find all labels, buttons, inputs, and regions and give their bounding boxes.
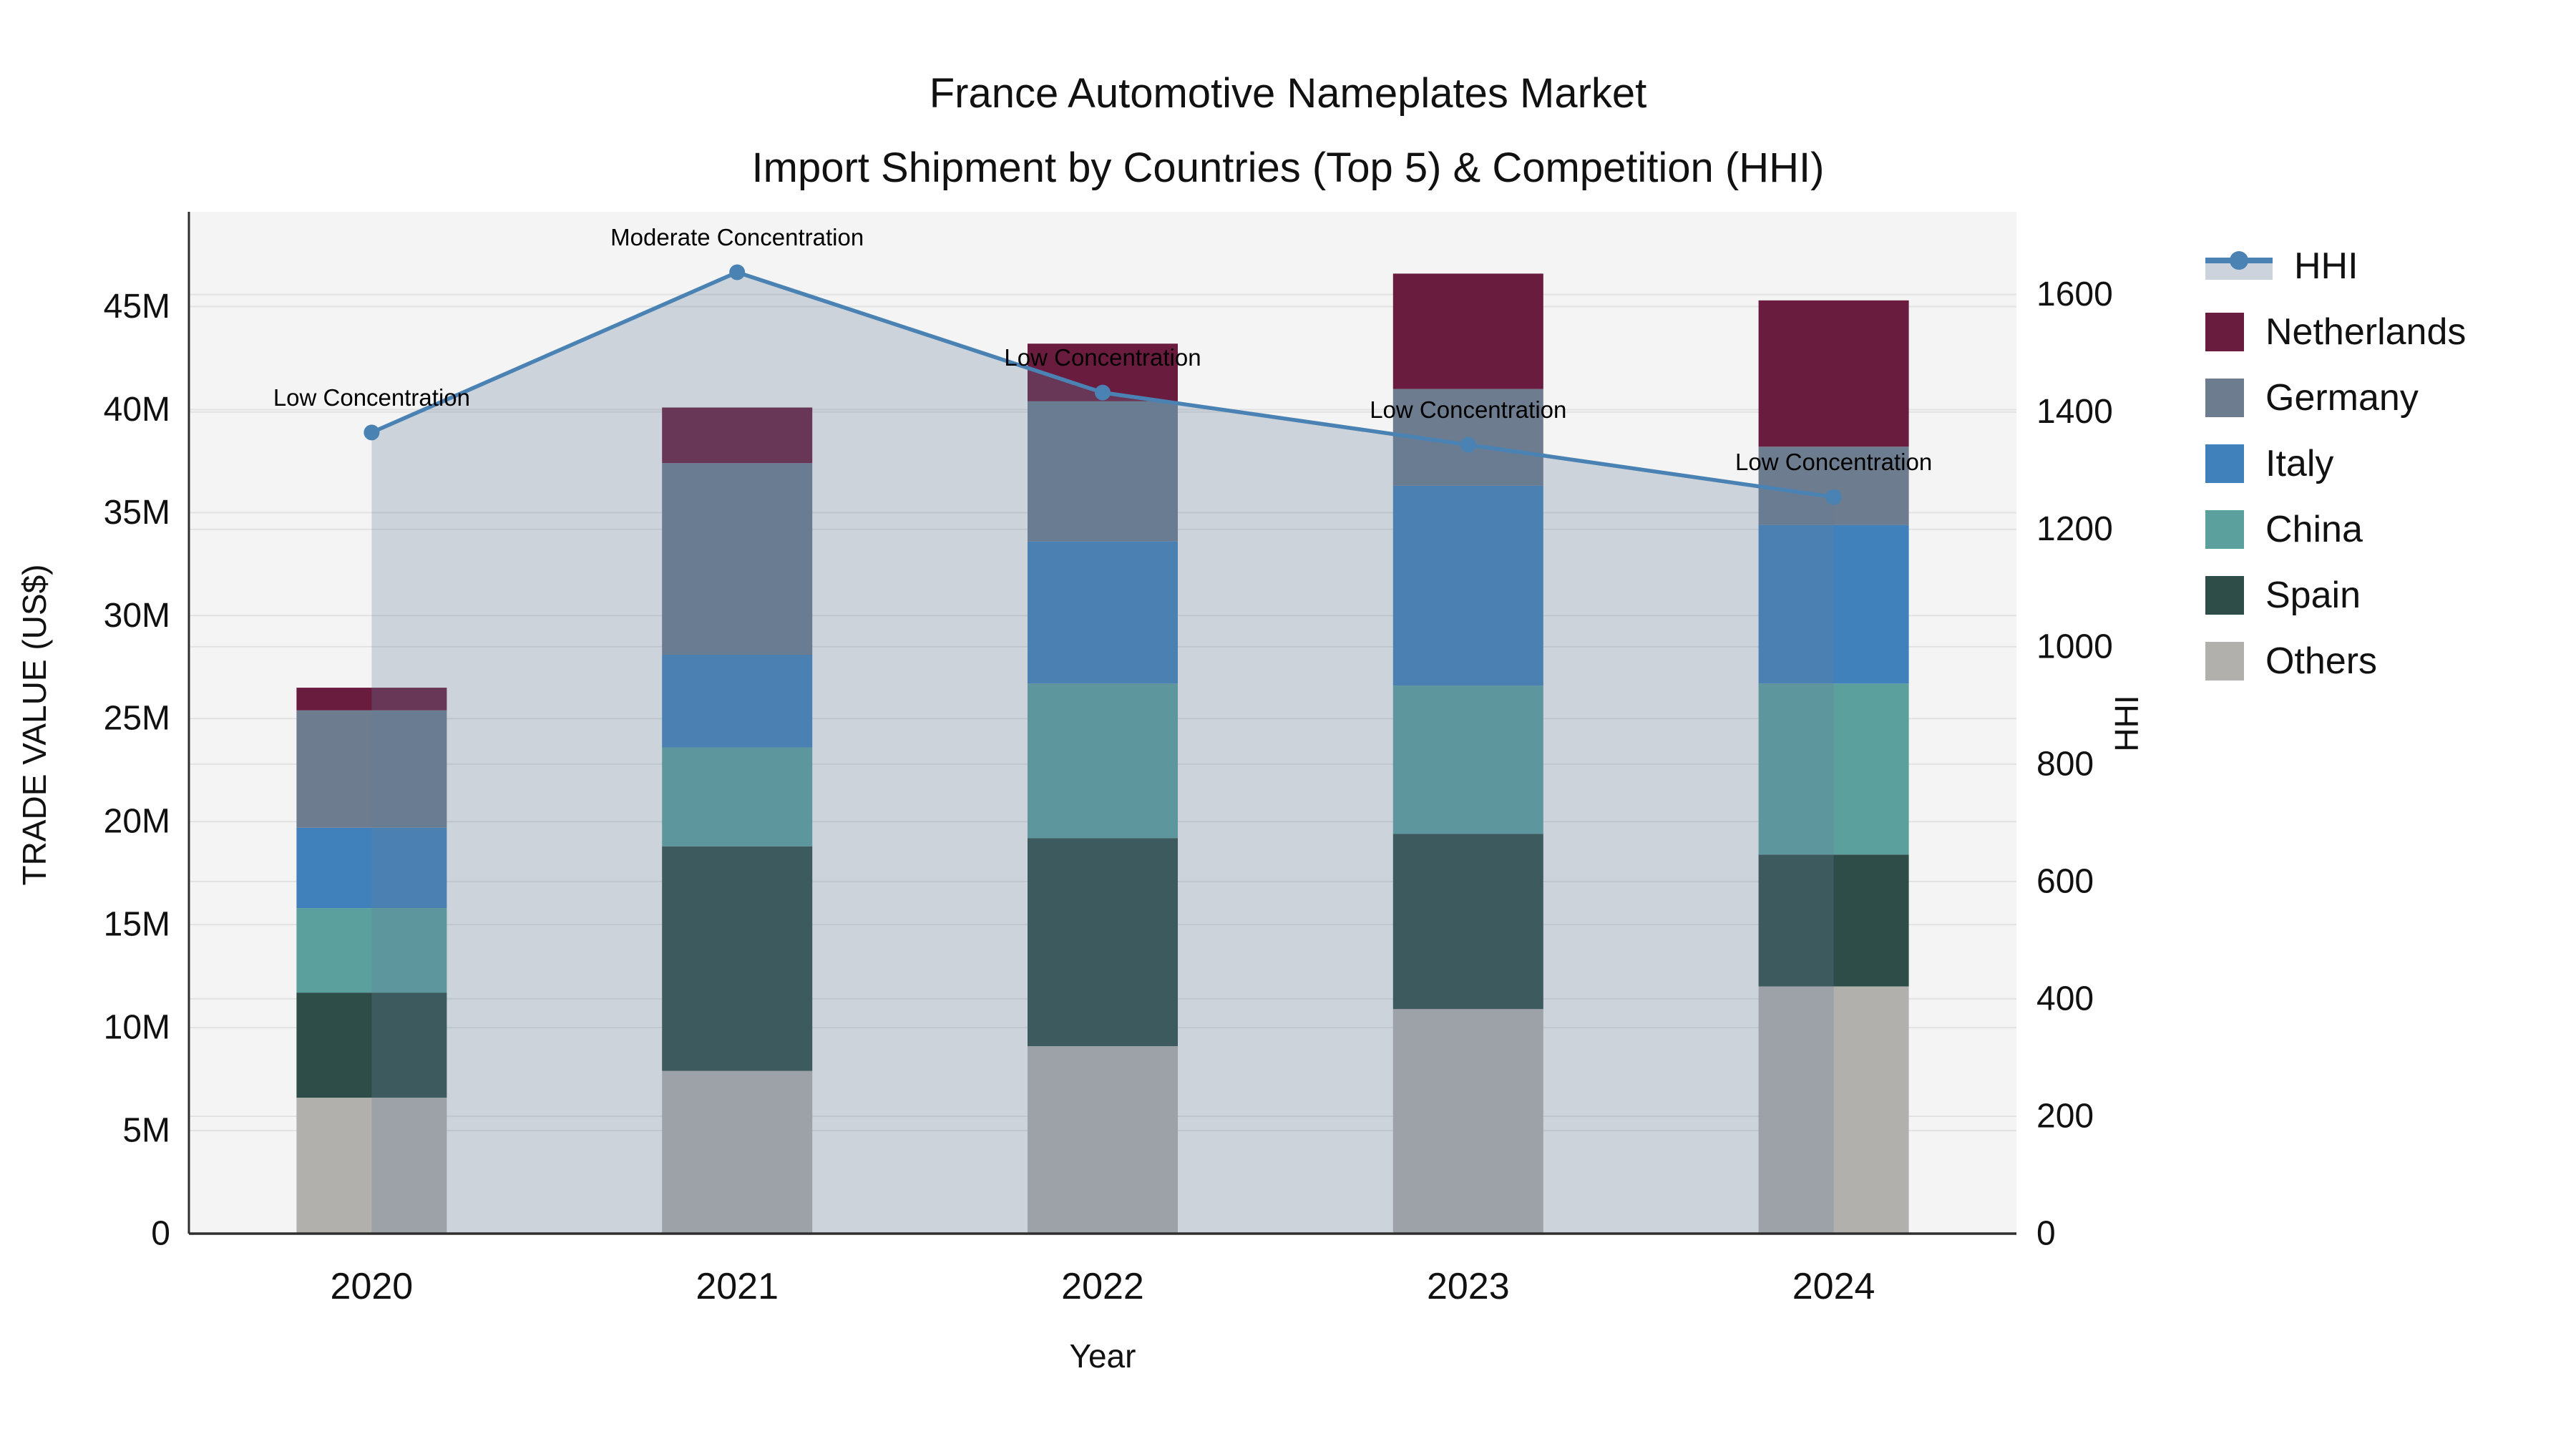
annotation-2023: Low Concentration xyxy=(1370,396,1566,423)
legend-label-hhi: HHI xyxy=(2294,245,2358,287)
y-right-tick-200: 200 xyxy=(2036,1097,2094,1135)
legend-hhi-line-icon xyxy=(2205,251,2273,280)
y-left-tick-20M: 20M xyxy=(104,803,170,841)
bar-segment-2020-italy xyxy=(296,827,447,909)
annotation-2022: Low Concentration xyxy=(1004,344,1201,371)
legend-item-hhi: HHI xyxy=(2205,245,2358,288)
hhi-marker-2020 xyxy=(364,424,380,441)
legend-item-spain: Spain xyxy=(2205,574,2361,617)
y-right-tick-600: 600 xyxy=(2036,862,2094,900)
legend-swatch-china xyxy=(2205,510,2244,549)
bar-segment-2021-china xyxy=(662,747,813,847)
bar-segment-2020-spain xyxy=(296,992,447,1098)
legend-label-china: China xyxy=(2265,509,2363,550)
legend-label-spain: Spain xyxy=(2265,575,2361,616)
bar-segment-2020-netherlands xyxy=(296,688,447,711)
y-left-tick-40M: 40M xyxy=(104,391,170,429)
legend-item-italy: Italy xyxy=(2205,442,2333,485)
legend-item-netherlands: Netherlands xyxy=(2205,311,2466,353)
y-left-tick-30M: 30M xyxy=(104,597,170,635)
y-right-tick-0: 0 xyxy=(2036,1215,2056,1253)
y-right-tick-1200: 1200 xyxy=(2036,510,2113,548)
hhi-area-fill xyxy=(371,272,1834,1234)
legend-label-germany: Germany xyxy=(2265,377,2419,419)
legend-item-china: China xyxy=(2205,508,2363,551)
bar-segment-2021-spain xyxy=(662,846,813,1071)
bar-segment-2024-others xyxy=(1758,986,1909,1234)
hhi-marker-2024 xyxy=(1825,489,1842,505)
bar-segment-2024-germany xyxy=(1758,447,1909,525)
y-right-tick-400: 400 xyxy=(2036,980,2094,1018)
bar-segment-2023-spain xyxy=(1392,834,1543,1010)
bar-segment-2021-germany xyxy=(662,463,813,655)
x-tick-2022: 2022 xyxy=(1061,1266,1144,1307)
bar-segment-2024-spain xyxy=(1758,854,1909,987)
bar-segment-2021-others xyxy=(662,1070,813,1234)
bar-segment-2022-spain xyxy=(1028,838,1178,1047)
bar-segment-2020-germany xyxy=(296,710,447,828)
hhi-marker-2022 xyxy=(1095,384,1111,401)
x-tick-2023: 2023 xyxy=(1427,1266,1510,1307)
y-left-tick-0: 0 xyxy=(151,1215,170,1253)
annotation-2020: Low Concentration xyxy=(273,384,470,411)
bar-segment-2021-netherlands xyxy=(662,407,813,464)
legend-swatch-germany xyxy=(2205,379,2244,417)
legend-item-others: Others xyxy=(2205,640,2377,683)
bar-segment-2024-italy xyxy=(1758,525,1909,684)
legend-swatch-others xyxy=(2205,642,2244,680)
y-left-tick-35M: 35M xyxy=(104,494,170,532)
bar-segment-2022-italy xyxy=(1028,541,1178,684)
y-right-tick-1400: 1400 xyxy=(2036,393,2113,431)
bar-segment-2023-others xyxy=(1392,1009,1543,1234)
bar-segment-2023-china xyxy=(1392,686,1543,834)
y-left-tick-15M: 15M xyxy=(104,906,170,944)
y-right-tick-1600: 1600 xyxy=(2036,275,2113,313)
y-left-tick-25M: 25M xyxy=(104,700,170,738)
bar-segment-2020-others xyxy=(296,1097,447,1234)
bar-segment-2023-netherlands xyxy=(1392,273,1543,389)
x-axis-title: Year xyxy=(1069,1337,1136,1375)
legend-swatch-netherlands xyxy=(2205,313,2244,351)
y-axis-left-title: TRADE VALUE (US$) xyxy=(16,564,53,886)
legend-label-netherlands: Netherlands xyxy=(2265,311,2467,353)
legend-swatch-spain xyxy=(2205,576,2244,615)
bar-segment-2022-others xyxy=(1028,1046,1178,1234)
y-left-tick-10M: 10M xyxy=(104,1009,170,1047)
legend-item-germany: Germany xyxy=(2205,376,2419,419)
hhi-marker-2021 xyxy=(729,264,746,280)
legend-label-italy: Italy xyxy=(2265,443,2334,484)
annotation-2024: Low Concentration xyxy=(1735,449,1932,475)
y-right-tick-1000: 1000 xyxy=(2036,628,2113,665)
bar-segment-2022-germany xyxy=(1028,401,1178,542)
bar-segment-2023-italy xyxy=(1392,485,1543,686)
y-left-tick-45M: 45M xyxy=(104,288,170,326)
legend-label-others: Others xyxy=(2265,640,2378,682)
y-right-tick-800: 800 xyxy=(2036,745,2094,783)
bar-segment-2024-china xyxy=(1758,683,1909,855)
annotation-2021: Moderate Concentration xyxy=(610,224,864,250)
y-left-tick-5M: 5M xyxy=(122,1112,170,1150)
x-tick-2024: 2024 xyxy=(1792,1266,1875,1307)
bar-segment-2021-italy xyxy=(662,654,813,748)
y-axis-right-title: HHI xyxy=(2108,695,2145,752)
legend-swatch-italy xyxy=(2205,444,2244,483)
bar-segment-2020-china xyxy=(296,908,447,993)
hhi-marker-2023 xyxy=(1460,436,1476,453)
x-tick-2021: 2021 xyxy=(696,1266,779,1307)
chart-title-line2: Import Shipment by Countries (Top 5) & C… xyxy=(751,145,1825,191)
chart-title-line1: France Automotive Nameplates Market xyxy=(929,70,1647,117)
bar-segment-2022-china xyxy=(1028,683,1178,839)
bar-segment-2024-netherlands xyxy=(1758,300,1909,447)
x-tick-2020: 2020 xyxy=(331,1266,414,1307)
